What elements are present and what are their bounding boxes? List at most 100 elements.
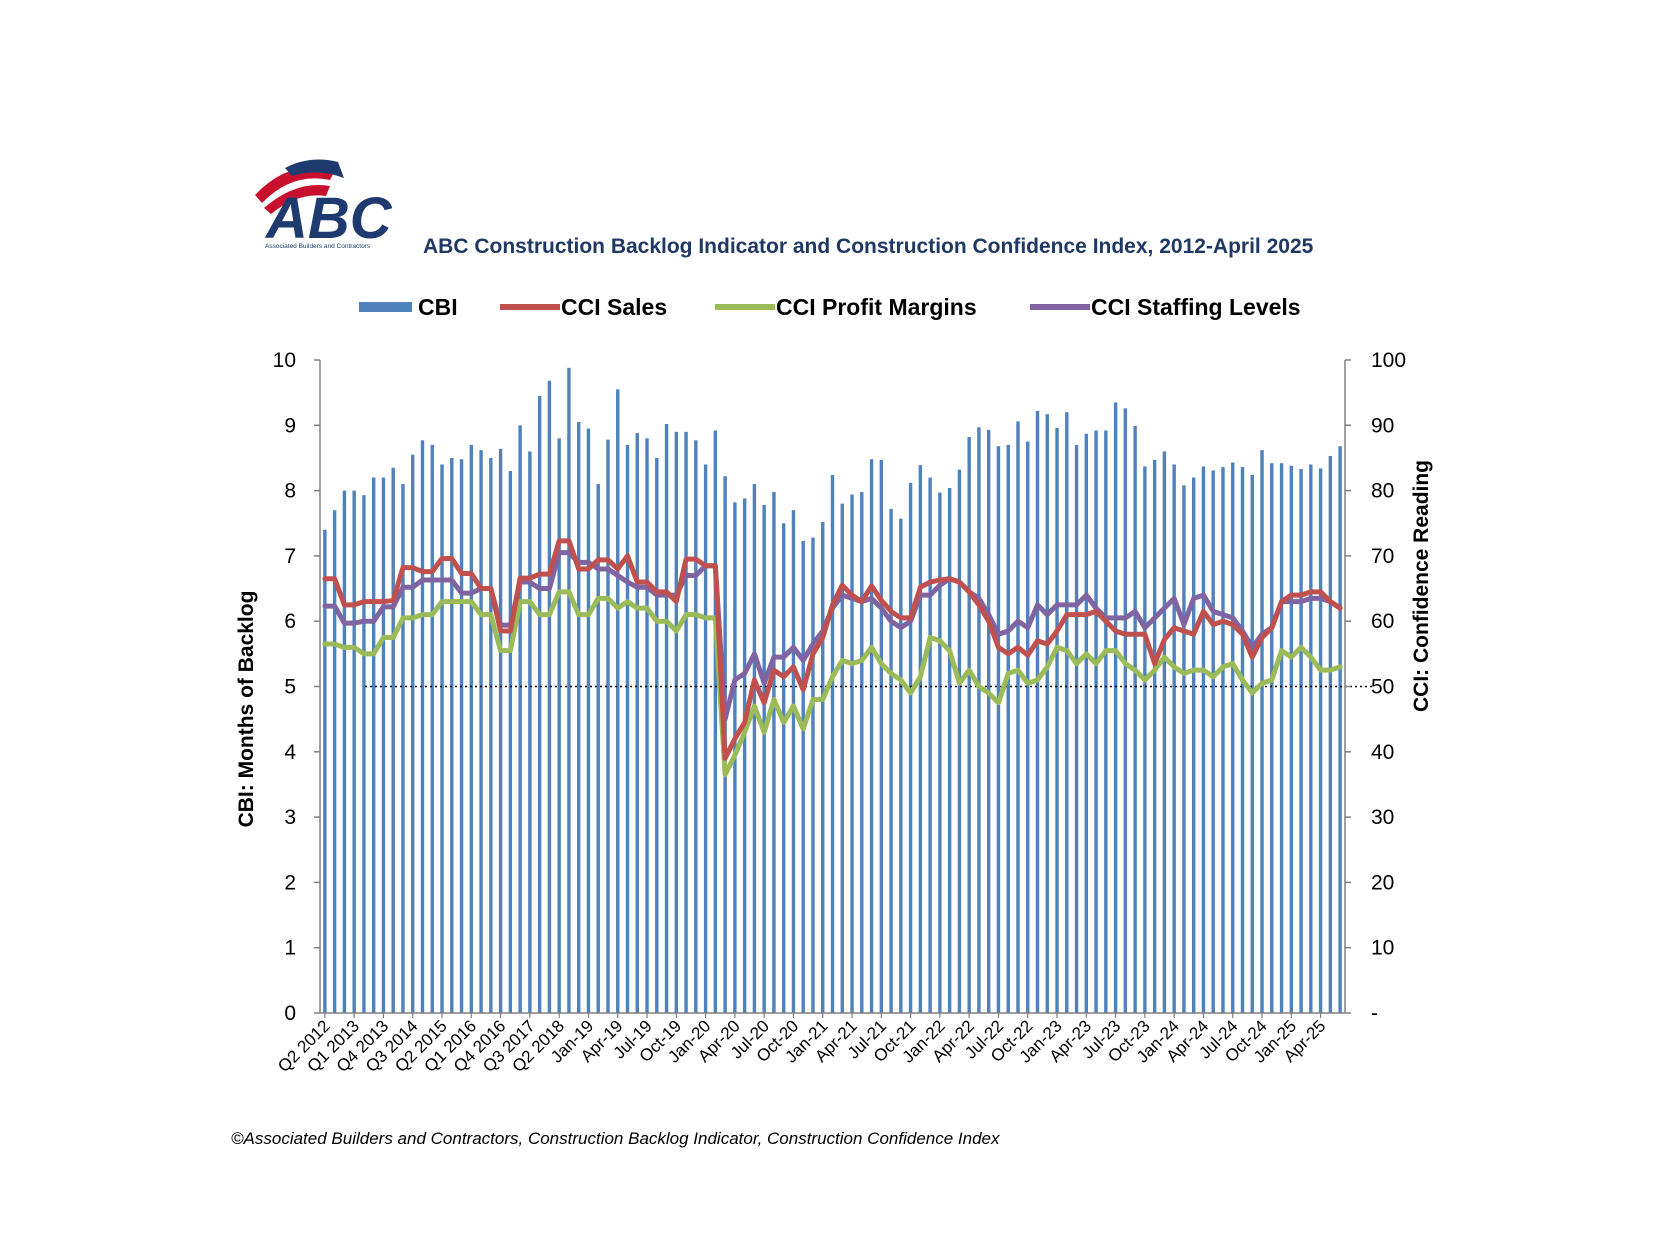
cbi-bar [342,490,347,1014]
cbi-bar [1084,433,1089,1013]
cbi-bar [1201,466,1206,1013]
cbi-bar [1289,465,1294,1013]
y-left-tick-label: 1 [284,937,296,960]
cbi-bar [1065,412,1069,1013]
cbi-bar [801,540,805,1013]
cci-profit-margins-line [322,589,1343,778]
cbi-bar [616,389,620,1013]
cbi-bar [1309,464,1313,1014]
cbi-bar [1279,463,1284,1013]
cbi-bar [547,380,552,1013]
y-right-tick-label: 10 [1371,937,1394,960]
y-right-tick-label: 50 [1371,676,1394,699]
cbi-bar [772,491,776,1013]
y-right-tick-label: 60 [1371,610,1394,633]
cbi-bar [821,521,825,1013]
cbi-bar [1006,444,1010,1013]
cbi-bar [986,429,991,1013]
logo-text: ABC [264,186,393,251]
cbi-bar [1240,467,1245,1014]
cbi-bar [420,440,425,1013]
cbi-bar [967,437,971,1013]
cbi-bar [957,469,962,1013]
cbi-bar [947,487,952,1013]
legend: CBI CCI Sales CCI Profit Margins CCI Sta… [359,294,1301,320]
cbi-bar [498,448,503,1013]
cbi-bar [1270,463,1274,1013]
cbi-bar [1016,421,1020,1013]
cci-sales-line [322,538,1343,761]
cbi-bar [323,529,327,1013]
y-right-tick-label: 30 [1371,806,1394,829]
cbi-bar [567,367,571,1014]
cbi-bar [557,438,561,1013]
legend-swatch-sales [500,304,560,310]
cbi-bar [889,508,893,1013]
cbi-bar [713,430,718,1013]
cbi-bar [830,474,835,1013]
cbi-bar [430,444,434,1013]
cbi-bar [996,446,1001,1013]
cbi-bar [1074,444,1079,1013]
cbi-bar [537,395,542,1013]
cbi-bar [1143,466,1147,1013]
cbi-bar [1123,408,1128,1013]
logo-flag-stars [285,159,344,178]
cbi-bar [908,482,913,1013]
y-left-tick-label: 3 [284,806,296,829]
cbi-bar [1250,474,1254,1013]
y-left-tick-label: 5 [284,676,296,699]
cbi-bar [596,484,600,1013]
cbi-bar [938,492,942,1013]
cbi-bar [645,438,649,1013]
y-right-tick-label: 100 [1371,349,1406,372]
cbi-bar [371,477,376,1013]
cbi-bar [674,431,679,1014]
cbi-bar [762,504,766,1013]
cbi-bar [362,495,366,1013]
cbi-bar [381,477,386,1013]
y-left-tick-label: 6 [284,610,296,633]
cbi-bar [1211,470,1215,1013]
y-axis-right-title: CCI: Confidence Reading [1410,460,1433,712]
legend-swatch-staffing [1030,304,1090,310]
cbi-bar [1133,425,1137,1013]
cbi-bar [703,464,708,1014]
cbi-bar [742,498,747,1013]
cbi-bar [1172,464,1176,1014]
cbi-bar [332,510,337,1013]
cbi-bar [479,450,483,1013]
legend-swatch-profit [715,304,775,310]
cbi-bar [664,423,669,1013]
cbi-bar [860,491,864,1013]
cbi-bar [635,433,639,1013]
cbi-bar [352,490,356,1014]
cbi-bar [586,428,591,1013]
cbi-bar [928,477,932,1013]
abc-logo: ABC Associated Builders and Contractors [255,159,393,251]
cbi-bar [791,510,796,1013]
cbi-bar [1104,430,1108,1013]
cbi-bar [576,422,581,1013]
cbi-bar [1182,485,1186,1013]
cbi-bar [879,459,884,1013]
y-left-tick-label: 7 [284,545,296,568]
cbi-bar [752,484,757,1013]
cbi-bar [1191,477,1196,1013]
logo-flag-stripes-2 [264,184,330,214]
cbi-bars [323,367,1342,1014]
chart-title: ABC Construction Backlog Indicator and C… [423,235,1314,258]
cbi-bar [1152,459,1157,1013]
cbi-bar [684,431,688,1014]
logo-flag-stripes [255,167,335,203]
cbi-bar [1221,467,1225,1014]
cbi-bar [811,537,815,1013]
y-left-tick-label: 0 [284,1002,296,1025]
y-right-tick-label: 90 [1371,414,1394,437]
cbi-bar [528,451,532,1013]
legend-label-staffing: CCI Staffing Levels [1091,294,1301,320]
cbi-bar [508,471,513,1013]
legend-label-sales: CCI Sales [561,294,667,320]
cbi-bar [440,464,444,1014]
cbi-bar [401,484,405,1013]
